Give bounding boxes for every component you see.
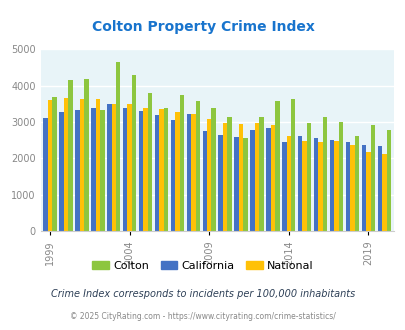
Bar [254,123,258,231]
Bar [270,125,275,231]
Bar [127,104,132,231]
Bar [143,108,147,231]
Bar [96,99,100,231]
Bar [227,117,231,231]
Text: Colton Property Crime Index: Colton Property Crime Index [92,20,313,34]
Bar [243,138,247,231]
Bar [266,128,270,231]
Bar [281,142,286,231]
Bar [43,118,48,231]
Bar [302,141,306,231]
Text: Crime Index corresponds to incidents per 100,000 inhabitants: Crime Index corresponds to incidents per… [51,289,354,299]
Bar [84,79,88,231]
Bar [361,145,365,231]
Bar [306,123,311,231]
Bar [318,142,322,231]
Bar [91,108,96,231]
Bar [381,154,386,231]
Bar [202,131,207,231]
Bar [333,141,338,231]
Bar [147,93,152,231]
Bar [238,124,243,231]
Bar [48,100,52,231]
Bar [322,117,326,231]
Bar [52,97,57,231]
Bar [222,123,227,231]
Bar [191,114,195,231]
Bar [370,125,374,231]
Bar [329,140,333,231]
Bar [159,109,163,231]
Bar [179,95,183,231]
Bar [207,119,211,231]
Bar [111,104,116,231]
Legend: Colton, California, National: Colton, California, National [88,256,317,275]
Bar [313,138,318,231]
Bar [354,136,358,231]
Bar [79,98,84,231]
Bar [64,98,68,231]
Bar [338,122,342,231]
Bar [275,101,279,231]
Bar [75,111,79,231]
Bar [123,108,127,231]
Bar [258,117,263,231]
Bar [100,110,104,231]
Bar [286,136,290,231]
Bar [132,75,136,231]
Bar [163,108,168,231]
Bar [68,80,72,231]
Bar [59,112,64,231]
Bar [195,101,200,231]
Bar [234,137,238,231]
Bar [171,120,175,231]
Bar [377,147,381,231]
Bar [139,111,143,231]
Bar [386,130,390,231]
Bar [365,151,370,231]
Bar [186,114,191,231]
Bar [175,112,179,231]
Bar [218,135,222,231]
Text: © 2025 CityRating.com - https://www.cityrating.com/crime-statistics/: © 2025 CityRating.com - https://www.city… [70,312,335,321]
Bar [116,62,120,231]
Bar [290,99,295,231]
Bar [154,115,159,231]
Bar [345,142,350,231]
Bar [211,108,215,231]
Bar [297,136,302,231]
Bar [350,145,354,231]
Bar [107,104,111,231]
Bar [250,130,254,231]
